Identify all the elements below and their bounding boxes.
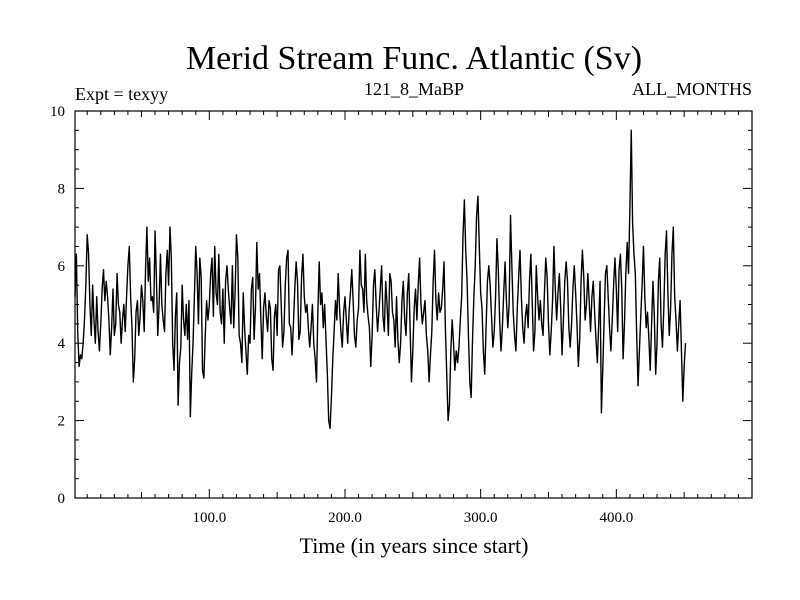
- y-tick-label: 6: [58, 259, 66, 275]
- y-tick-label: 4: [58, 336, 66, 352]
- y-tick-label: 8: [58, 181, 66, 197]
- plot-frame: [74, 110, 753, 499]
- x-tick-label: 200.0: [328, 510, 362, 526]
- experiment-label: Expt = texyy: [75, 84, 168, 104]
- x-tick-label: 300.0: [464, 510, 498, 526]
- chart-title: Merid Stream Func. Atlantic (Sv): [186, 40, 642, 77]
- x-axis-label: Time (in years since start): [300, 533, 529, 558]
- x-tick-label: 100.0: [192, 510, 226, 526]
- y-tick-label: 10: [50, 104, 65, 120]
- axis-tick-labels: 100.0 200.0 300.0 400.0 0 2 4 6 8 10: [50, 104, 633, 526]
- period-label: ALL_MONTHS: [632, 79, 752, 99]
- series-line: [74, 129, 687, 430]
- x-tick-label: 400.0: [599, 510, 633, 526]
- run-label: 121_8_MaBP: [364, 79, 464, 99]
- y-tick-label: 2: [58, 414, 66, 430]
- y-tick-label: 0: [58, 491, 66, 507]
